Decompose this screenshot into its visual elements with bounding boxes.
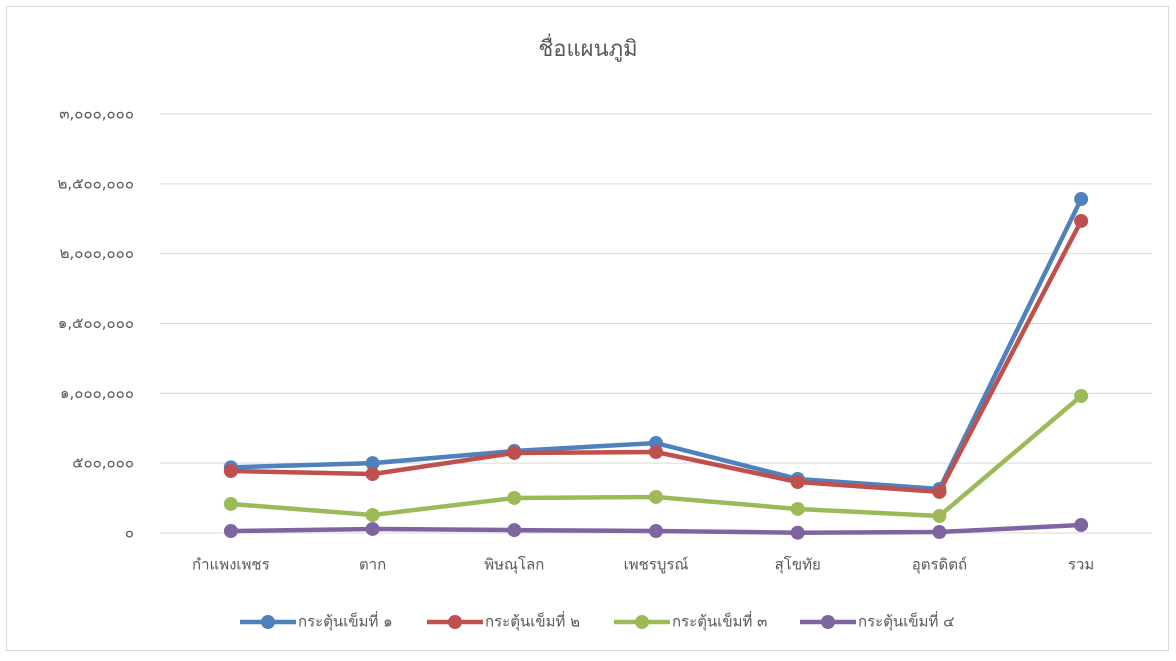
point (365, 456, 380, 471)
legend-marker (635, 615, 649, 629)
point (223, 496, 238, 511)
point (223, 524, 238, 539)
legend-label: กระตุ้นเข็มที่ ๑ (298, 611, 393, 632)
point (1074, 518, 1089, 533)
point (365, 521, 380, 536)
y-tick-label: ๕๐๐,๐๐๐ (72, 454, 134, 472)
point (1074, 192, 1089, 207)
x-tick-label: อุตรดิตถ์ (912, 556, 967, 575)
point (223, 463, 238, 478)
y-tick-label: ๑,๐๐๐,๐๐๐ (60, 384, 134, 402)
point (649, 444, 663, 459)
legend-label: กระตุ้นเข็มที่ ๒ (485, 611, 580, 632)
point (790, 525, 805, 540)
x-tick-label: กำแพงเพชร (192, 556, 270, 574)
x-tick-label: สุโขทัย (775, 556, 821, 575)
point (507, 523, 522, 538)
legend-marker (448, 615, 462, 629)
point (932, 525, 947, 540)
point (790, 501, 805, 516)
point (1074, 388, 1089, 403)
x-tick-label: รวม (1068, 556, 1094, 574)
point (365, 507, 380, 522)
x-tick-label: เพชรบูรณ์ (624, 556, 689, 574)
point (365, 467, 380, 482)
point (649, 524, 663, 539)
y-tick-label: ๒,๕๐๐,๐๐๐ (57, 174, 134, 192)
y-tick-label: ๒,๐๐๐,๐๐๐ (60, 244, 134, 262)
chart-border (6, 6, 1169, 651)
point (790, 475, 805, 490)
x-tick-label: ตาก (359, 556, 386, 574)
point (932, 508, 947, 523)
x-tick-label: พิษณุโลก (484, 556, 544, 575)
point (932, 484, 947, 499)
legend-label: กระตุ้นเข็มที่ ๔ (858, 611, 954, 632)
point (507, 445, 522, 460)
point (507, 490, 522, 505)
legend-marker (261, 615, 275, 629)
y-tick-label: ๑,๕๐๐,๐๐๐ (58, 314, 134, 332)
chart-title: ชื่อแผนภูมิ (538, 33, 637, 62)
point (649, 489, 663, 504)
point (1074, 213, 1089, 228)
y-tick-label: ๓,๐๐๐,๐๐๐ (59, 105, 134, 123)
legend-marker (821, 615, 835, 629)
y-tick-label: ๐ (125, 524, 134, 542)
legend-label: กระตุ้นเข็มที่ ๓ (672, 611, 767, 632)
